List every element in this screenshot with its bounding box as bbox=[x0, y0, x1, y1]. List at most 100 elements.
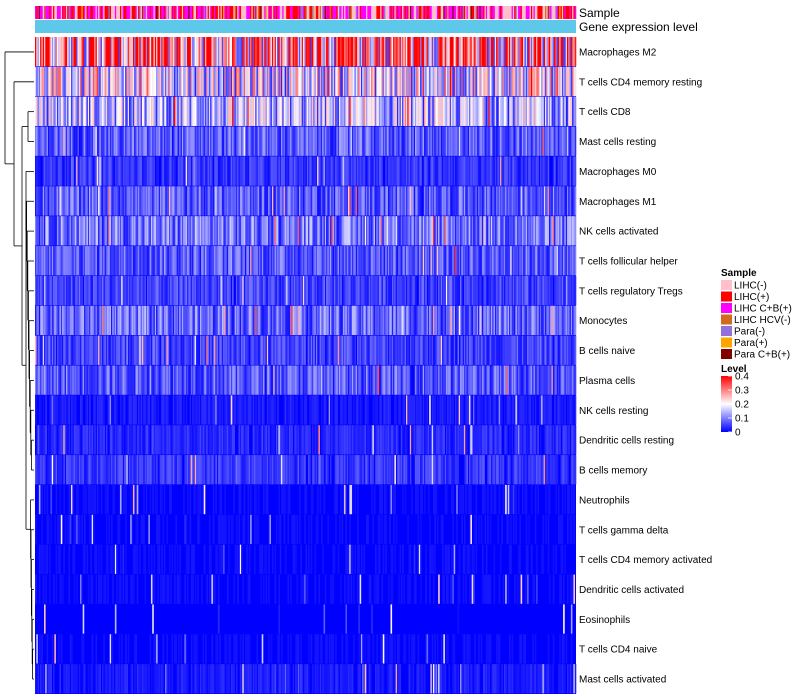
heatmap-cell bbox=[144, 246, 147, 276]
heatmap-cell bbox=[252, 246, 255, 276]
heatmap-cell bbox=[171, 37, 174, 67]
sample-annotation-cell bbox=[557, 6, 560, 19]
heatmap-cell bbox=[122, 246, 125, 276]
heatmap-cell bbox=[197, 216, 199, 246]
heatmap-cell bbox=[320, 246, 323, 276]
heatmap-cell bbox=[396, 156, 399, 186]
heatmap-cell bbox=[434, 275, 436, 306]
heatmap-cell bbox=[485, 335, 488, 365]
heatmap-cell bbox=[564, 96, 566, 126]
heatmap-cell bbox=[469, 305, 471, 336]
heatmap-cell bbox=[168, 126, 171, 156]
heatmap-cell bbox=[284, 66, 287, 97]
sample-annotation-cell bbox=[282, 6, 284, 19]
heatmap-cell bbox=[176, 96, 179, 126]
heatmap-cell bbox=[176, 216, 179, 246]
heatmap-cell bbox=[409, 335, 412, 365]
heatmap-cell bbox=[73, 96, 76, 126]
heatmap-cell bbox=[116, 335, 118, 365]
heatmap-cell bbox=[395, 305, 398, 336]
heatmap-cell bbox=[507, 96, 510, 126]
heatmap-cell bbox=[568, 305, 570, 336]
heatmap-cell bbox=[131, 275, 134, 306]
heatmap-cell bbox=[73, 275, 76, 306]
heatmap-cell bbox=[520, 126, 523, 156]
heatmap-cell bbox=[413, 275, 416, 306]
heatmap-cell bbox=[395, 126, 398, 156]
heatmap-cell bbox=[479, 126, 481, 156]
heatmap-cell bbox=[180, 186, 183, 216]
heatmap-cell bbox=[496, 216, 498, 246]
heatmap-cell bbox=[208, 246, 211, 276]
heatmap-cell bbox=[248, 186, 251, 216]
heatmap-cell bbox=[336, 275, 338, 306]
heatmap-cell bbox=[96, 186, 99, 216]
heatmap-cell bbox=[250, 66, 252, 97]
heatmap-cell bbox=[256, 305, 259, 336]
heatmap-cell bbox=[518, 126, 520, 156]
heatmap-cell bbox=[371, 335, 373, 365]
heatmap-cell bbox=[559, 37, 561, 67]
heatmap-cell bbox=[247, 96, 250, 126]
sample-annotation-cell bbox=[331, 6, 333, 19]
heatmap-cell bbox=[80, 246, 82, 276]
sample-annotation-cell bbox=[239, 6, 242, 19]
heatmap-cell bbox=[141, 216, 144, 246]
heatmap-cell bbox=[479, 335, 481, 365]
heatmap-cell bbox=[485, 275, 488, 306]
heatmap-cell bbox=[181, 186, 184, 216]
heatmap-cell bbox=[518, 275, 520, 306]
heatmap-cell bbox=[293, 126, 296, 156]
heatmap-cell bbox=[214, 37, 216, 67]
heatmap-cell bbox=[359, 156, 362, 186]
heatmap-cell bbox=[302, 126, 305, 156]
heatmap-cell bbox=[270, 186, 273, 216]
heatmap-cell bbox=[501, 66, 503, 97]
sample-annotation-cell bbox=[529, 6, 532, 19]
heatmap-cell bbox=[471, 246, 474, 276]
heatmap-cell bbox=[168, 156, 171, 186]
heatmap-cell bbox=[35, 156, 37, 186]
heatmap-cell bbox=[442, 96, 444, 126]
heatmap-cell bbox=[487, 96, 489, 126]
sample-annotation-cell bbox=[525, 6, 528, 19]
heatmap-cell bbox=[189, 305, 192, 336]
heatmap-cell bbox=[475, 275, 478, 306]
heatmap-cell bbox=[286, 156, 288, 186]
heatmap-cell bbox=[306, 96, 309, 126]
heatmap-cell bbox=[202, 246, 205, 276]
heatmap-cell bbox=[299, 66, 301, 97]
heatmap-cell bbox=[176, 305, 179, 336]
heatmap-cell bbox=[331, 246, 333, 276]
heatmap-cell bbox=[273, 216, 275, 246]
heatmap-cell bbox=[421, 37, 424, 67]
heatmap-cell bbox=[333, 216, 336, 246]
heatmap-cell bbox=[175, 186, 177, 216]
heatmap-cell bbox=[64, 275, 67, 306]
heatmap-cell bbox=[252, 66, 255, 97]
heatmap-cell bbox=[547, 66, 550, 97]
sample-annotation-cell bbox=[100, 6, 103, 19]
heatmap-cell bbox=[264, 156, 266, 186]
heatmap-cell bbox=[466, 305, 469, 336]
heatmap-cell bbox=[290, 96, 292, 126]
heatmap-cell bbox=[179, 37, 181, 67]
heatmap-cell bbox=[400, 126, 403, 156]
heatmap-cell bbox=[101, 216, 104, 246]
heatmap-cell bbox=[171, 186, 174, 216]
sample-annotation-cell bbox=[35, 6, 37, 19]
heatmap-cell bbox=[358, 246, 360, 276]
heatmap-cell bbox=[448, 66, 451, 97]
sample-annotation-cell bbox=[308, 6, 310, 19]
heatmap-cell bbox=[378, 66, 381, 97]
heatmap-cell bbox=[40, 126, 42, 156]
heatmap-cell bbox=[184, 156, 187, 186]
heatmap-cell bbox=[479, 96, 481, 126]
heatmap-cell bbox=[332, 186, 335, 216]
heatmap-cell bbox=[295, 126, 297, 156]
heatmap-cell bbox=[341, 37, 344, 67]
heatmap-cell bbox=[389, 37, 391, 67]
heatmap-cell bbox=[551, 96, 554, 126]
heatmap-cell bbox=[427, 216, 430, 246]
heatmap-cell bbox=[565, 305, 568, 336]
